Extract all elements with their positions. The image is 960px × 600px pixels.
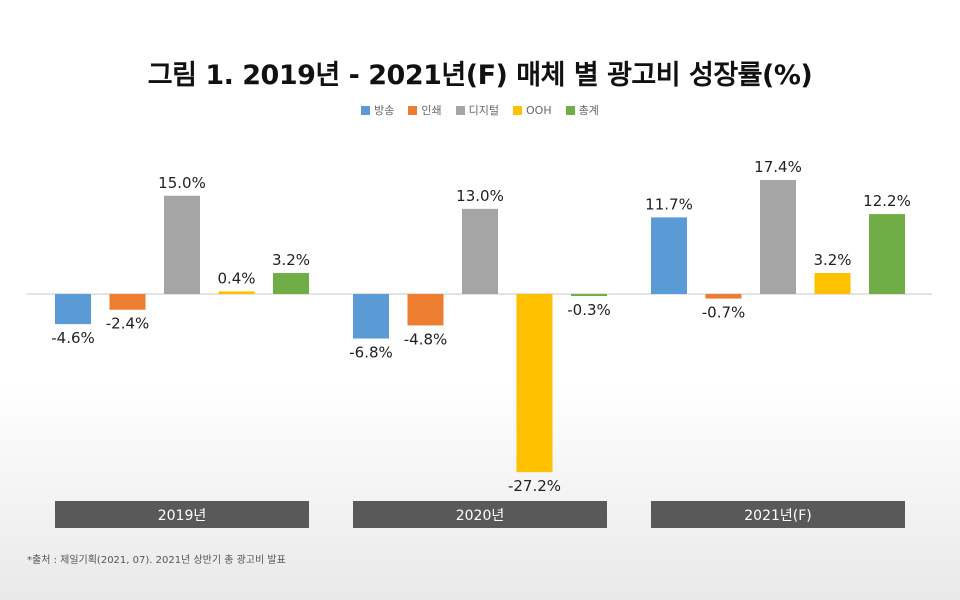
legend-item: OOH xyxy=(513,102,552,118)
legend-label: OOH xyxy=(526,103,552,117)
data-label: 3.2% xyxy=(813,251,851,269)
category-box xyxy=(55,501,309,528)
chart-title: 그림 1. 2019년 - 2021년(F) 매체 별 광고비 성장률(%) xyxy=(147,60,813,91)
bar xyxy=(516,294,553,473)
legend-item: 총계 xyxy=(565,102,599,118)
legend-swatch xyxy=(455,105,465,115)
data-label: 13.0% xyxy=(456,187,504,205)
category-label: 2020년 xyxy=(456,508,505,524)
data-label: -2.4% xyxy=(106,315,150,333)
data-label: 0.4% xyxy=(217,269,255,287)
data-label: -4.8% xyxy=(404,330,448,348)
data-label: -27.2% xyxy=(508,477,561,495)
bar xyxy=(55,294,91,325)
bar xyxy=(760,180,796,294)
data-label: 17.4% xyxy=(754,158,802,176)
bar xyxy=(462,208,498,294)
chart-legend: 방송 인쇄 디지털 OOH 총계 xyxy=(0,102,960,118)
data-label: -0.7% xyxy=(702,304,746,322)
bar xyxy=(353,294,389,339)
legend-item: 방송 xyxy=(361,102,394,118)
data-label: 12.2% xyxy=(863,192,911,210)
legend-swatch xyxy=(408,105,418,115)
legend-item: 인쇄 xyxy=(408,102,442,118)
data-label: -4.6% xyxy=(51,329,95,347)
bar xyxy=(164,195,200,294)
data-label: -6.8% xyxy=(349,344,393,362)
legend-item: 디지털 xyxy=(455,102,500,118)
bar xyxy=(869,214,905,294)
bar xyxy=(651,217,687,294)
bar xyxy=(218,291,255,294)
legend-label: 인쇄 xyxy=(421,104,442,117)
bar xyxy=(273,273,309,294)
legend-label: 방송 xyxy=(374,104,395,117)
bar xyxy=(705,294,742,299)
legend-swatch xyxy=(565,105,575,115)
legend-label: 총계 xyxy=(578,104,599,117)
legend-label: 디지털 xyxy=(468,104,500,117)
category-box xyxy=(353,501,607,528)
bar xyxy=(571,294,607,296)
category-label: 2021년(F) xyxy=(744,508,812,524)
data-label: 11.7% xyxy=(645,195,693,213)
data-label: 15.0% xyxy=(158,174,206,192)
data-label: 3.2% xyxy=(272,251,310,269)
data-label: -0.3% xyxy=(567,301,611,319)
bar xyxy=(109,294,146,310)
legend-swatch xyxy=(513,105,523,115)
category-label: 2019년 xyxy=(158,508,207,524)
source-note: *출처 : 제일기획(2021, 07). 2021년 상반기 총 광고비 발표 xyxy=(27,555,286,566)
bar xyxy=(814,273,851,294)
category-box xyxy=(651,501,905,528)
legend-swatch xyxy=(361,105,371,115)
bar xyxy=(407,294,444,326)
